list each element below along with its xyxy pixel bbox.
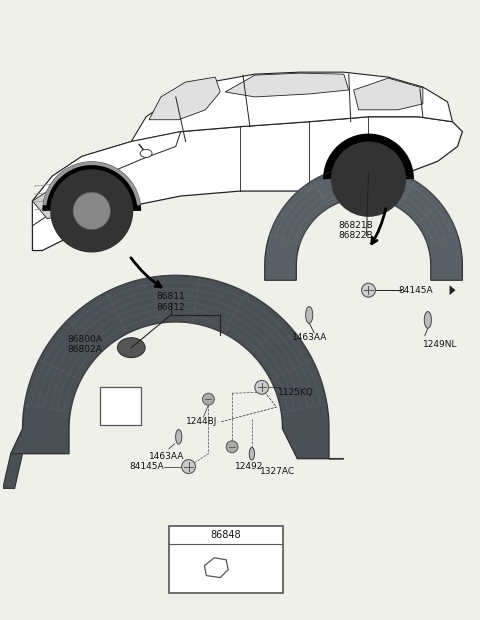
Circle shape (203, 393, 214, 405)
Polygon shape (149, 77, 220, 120)
Wedge shape (323, 133, 414, 179)
Polygon shape (354, 78, 423, 110)
Ellipse shape (118, 338, 145, 358)
Ellipse shape (306, 307, 313, 323)
Circle shape (182, 459, 195, 474)
Text: 1463AA: 1463AA (292, 333, 328, 342)
Polygon shape (204, 558, 228, 578)
Text: 84145A: 84145A (129, 462, 164, 471)
Text: 1125KQ: 1125KQ (277, 388, 313, 397)
Polygon shape (450, 285, 456, 295)
Text: 1327AC: 1327AC (260, 467, 295, 476)
Ellipse shape (249, 448, 254, 460)
Text: 84145A: 84145A (398, 286, 433, 294)
Ellipse shape (176, 430, 182, 444)
Polygon shape (264, 166, 462, 280)
Circle shape (361, 283, 375, 297)
Polygon shape (33, 117, 462, 250)
Text: 12492: 12492 (235, 462, 264, 471)
Circle shape (331, 141, 406, 217)
Text: 86811
86812: 86811 86812 (156, 292, 185, 312)
Polygon shape (225, 73, 349, 97)
Text: 86800A
86802A: 86800A 86802A (67, 335, 102, 354)
Text: 1463AA: 1463AA (149, 452, 184, 461)
Wedge shape (42, 161, 141, 211)
Circle shape (73, 192, 110, 229)
Polygon shape (3, 454, 23, 489)
Ellipse shape (140, 149, 152, 157)
Text: 86848: 86848 (210, 530, 241, 540)
Ellipse shape (424, 312, 432, 328)
Text: 86821B
86822B: 86821B 86822B (339, 221, 373, 240)
Text: 1249NL: 1249NL (423, 340, 457, 348)
Circle shape (50, 169, 133, 252)
Polygon shape (33, 131, 180, 226)
Bar (100, 388, 141, 425)
Polygon shape (11, 275, 344, 459)
Circle shape (226, 441, 238, 453)
Polygon shape (131, 72, 453, 141)
Text: 1244BJ: 1244BJ (186, 417, 217, 426)
Bar (169, 526, 283, 593)
Polygon shape (33, 181, 82, 219)
Circle shape (255, 380, 269, 394)
